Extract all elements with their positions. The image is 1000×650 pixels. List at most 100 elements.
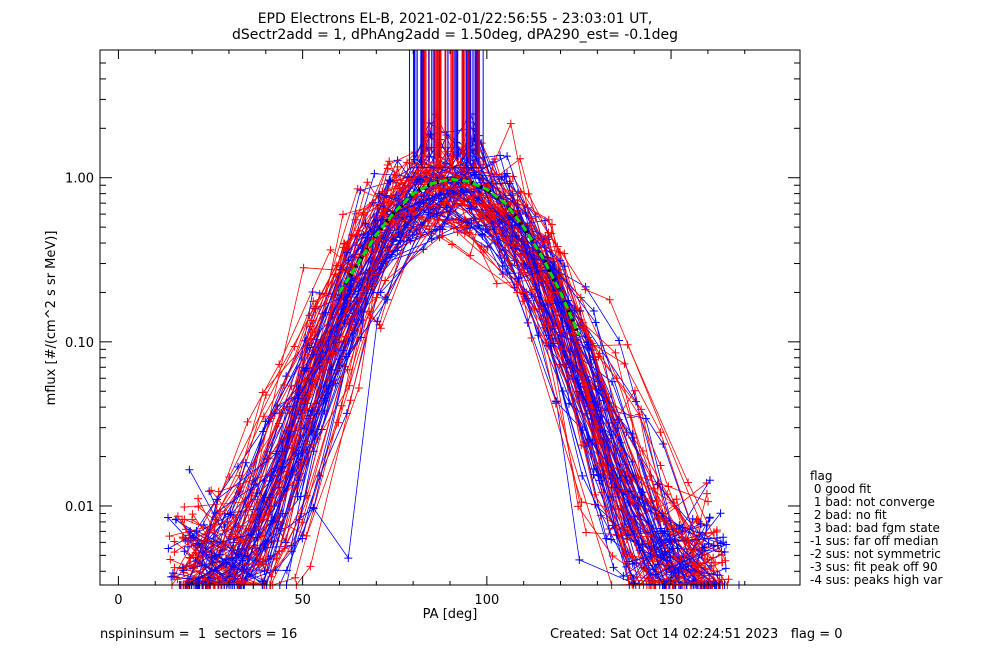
data-point	[413, 191, 422, 200]
data-point	[353, 184, 362, 193]
data-trace	[185, 122, 726, 586]
data-trace	[183, 184, 689, 586]
data-point	[229, 563, 238, 572]
data-point	[307, 440, 316, 449]
data-point	[219, 543, 228, 552]
data-point	[548, 220, 557, 229]
legend-item: -4 sus: peaks high var	[810, 573, 943, 587]
data-point	[602, 534, 611, 543]
data-trace	[187, 166, 714, 586]
data-point	[225, 572, 234, 581]
data-point	[656, 461, 665, 470]
data-point	[375, 189, 384, 198]
data-point	[307, 316, 316, 325]
data-point	[637, 488, 646, 497]
data-point	[656, 428, 665, 437]
data-point	[389, 235, 398, 244]
data-point	[331, 379, 340, 388]
legend-item: 0 good fit	[810, 482, 872, 496]
data-point	[498, 261, 507, 270]
data-point	[476, 210, 485, 219]
data-point	[435, 225, 444, 234]
data-point	[395, 236, 404, 245]
data-point	[611, 348, 620, 357]
data-point	[664, 482, 673, 491]
data-point	[233, 462, 242, 471]
data-trace	[186, 173, 710, 586]
data-point	[453, 228, 462, 237]
data-point	[492, 279, 501, 288]
data-point	[255, 554, 264, 563]
data-point	[665, 547, 674, 556]
data-point	[466, 251, 475, 260]
data-point	[508, 221, 517, 230]
data-point	[649, 576, 658, 585]
data-point	[342, 332, 351, 341]
data-point	[467, 204, 476, 213]
data-point	[265, 493, 274, 502]
data-point	[185, 553, 194, 562]
data-point	[713, 541, 722, 550]
data-point	[207, 552, 216, 561]
data-point	[630, 386, 639, 395]
data-point	[287, 541, 296, 550]
data-point	[363, 178, 372, 187]
data-point	[544, 215, 553, 224]
data-point	[264, 454, 273, 463]
data-point	[387, 250, 396, 259]
data-point	[560, 262, 569, 271]
data-point	[722, 540, 731, 549]
data-point	[253, 533, 262, 542]
data-point	[452, 200, 461, 209]
data-point	[463, 218, 472, 227]
legend-item: 1 bad: not converge	[810, 495, 935, 509]
data-point	[684, 478, 693, 487]
data-point	[663, 556, 672, 565]
data-point	[334, 418, 343, 427]
data-point	[577, 441, 586, 450]
data-point	[477, 242, 486, 251]
data-point	[239, 521, 248, 530]
data-point	[479, 248, 488, 257]
data-point	[243, 417, 252, 426]
data-trace	[174, 166, 700, 586]
data-point	[634, 473, 643, 482]
data-point	[309, 297, 318, 306]
data-point	[223, 579, 232, 588]
data-trace	[207, 201, 698, 586]
data-layer	[164, 49, 744, 589]
data-point	[346, 396, 355, 405]
data-point	[628, 433, 637, 442]
data-point	[170, 548, 179, 557]
data-point	[624, 487, 633, 496]
data-point	[449, 224, 458, 233]
data-point	[170, 563, 179, 572]
footer-right: Created: Sat Oct 14 02:24:51 2023 flag =…	[550, 627, 843, 642]
data-point	[514, 274, 523, 283]
data-point	[506, 119, 515, 128]
data-point	[374, 204, 383, 213]
data-point	[564, 399, 573, 408]
data-point	[260, 540, 269, 549]
data-trace	[182, 113, 712, 586]
data-point	[241, 458, 250, 467]
data-point	[582, 528, 591, 537]
data-point	[615, 336, 624, 345]
data-point	[235, 471, 244, 480]
data-point	[180, 502, 189, 511]
data-point	[311, 376, 320, 385]
data-trace	[170, 155, 722, 586]
data-point	[540, 320, 549, 329]
chart-title-line-2: dSectr2add = 1, dPhAng2add = 1.50deg, dP…	[232, 27, 678, 43]
data-point	[373, 216, 382, 225]
legend-title: flag	[810, 469, 833, 483]
data-point	[593, 438, 602, 447]
data-point	[521, 208, 530, 217]
data-point	[519, 201, 528, 210]
data-point	[354, 383, 363, 392]
data-point	[275, 360, 284, 369]
data-point	[385, 157, 394, 166]
data-point	[164, 544, 173, 553]
data-point	[267, 414, 276, 423]
data-point	[381, 276, 390, 285]
